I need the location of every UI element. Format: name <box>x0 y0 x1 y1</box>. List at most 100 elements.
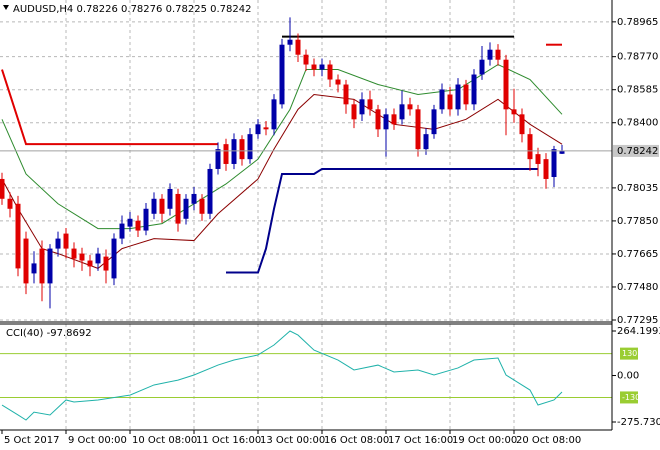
y-tick-label: 0.78965 <box>617 17 658 28</box>
candle-body <box>239 139 245 160</box>
current-price-label: 0.78242 <box>617 146 658 157</box>
candle-body <box>55 238 61 249</box>
candle-body <box>39 248 45 284</box>
candle-body <box>383 114 389 130</box>
cci-pane <box>0 324 612 430</box>
candle-body <box>183 198 189 219</box>
candle-body <box>431 109 437 135</box>
candle-body <box>111 238 117 279</box>
x-tick-label: 13 Oct 00:00 <box>260 435 325 446</box>
x-tick-label: 16 Oct 08:00 <box>324 435 389 446</box>
symbol: AUDUSD,H4 <box>13 4 73 15</box>
candle-body <box>103 256 109 271</box>
high-value: 0.78276 <box>121 4 162 15</box>
candle-body <box>439 89 445 110</box>
candle-body <box>279 44 285 105</box>
y-tick-label: 0.77295 <box>617 315 658 326</box>
candle-body <box>159 198 165 214</box>
price-pane <box>0 0 612 322</box>
candle-body <box>151 198 157 214</box>
candle-body <box>215 149 221 169</box>
candle-body <box>407 104 413 110</box>
level-label-box <box>620 391 638 404</box>
candle-body <box>7 198 13 209</box>
candle-body <box>335 79 341 85</box>
candle-body <box>271 99 277 130</box>
open-value: 0.78226 <box>76 4 117 15</box>
candle-body <box>191 193 197 204</box>
candle-body <box>543 159 549 179</box>
y-tick-label: 264.1993 <box>617 326 660 337</box>
candle-body <box>423 134 429 150</box>
candle-body <box>175 193 181 224</box>
indicator-line <box>1 69 218 146</box>
x-tick-label: 5 Oct 2017 <box>4 435 59 446</box>
candle-body <box>503 59 509 110</box>
candle-body <box>519 114 525 135</box>
candle-body <box>87 260 93 267</box>
candle-body <box>31 263 37 274</box>
candle-body <box>551 149 557 177</box>
x-tick-label: 20 Oct 08:00 <box>516 435 581 446</box>
y-tick-label: 0.77665 <box>617 249 658 260</box>
chart-header: AUDUSD,H4 0.78226 0.78276 0.78225 0.7824… <box>13 4 251 15</box>
candle-body <box>359 99 365 115</box>
x-tick-label: 9 Oct 00:00 <box>68 435 127 446</box>
candle-body <box>63 233 69 249</box>
candle-body <box>295 39 301 55</box>
low-value: 0.78225 <box>166 4 207 15</box>
candle-body <box>487 49 493 60</box>
candle-body <box>119 223 125 239</box>
candle-body <box>471 74 477 105</box>
candle-body <box>0 178 5 199</box>
candle-body <box>447 94 453 110</box>
candle-body <box>327 64 333 80</box>
x-tick-label: 19 Oct 00:00 <box>452 435 517 446</box>
candle-body <box>343 84 349 105</box>
candle-body <box>527 134 533 160</box>
candle-body <box>319 64 325 70</box>
candle-body <box>15 203 21 269</box>
y-tick-label: 0.77480 <box>617 282 658 293</box>
candle-body <box>207 168 213 214</box>
cci-header: CCI(40) -97.8692 <box>6 328 92 339</box>
candle-body <box>223 144 229 164</box>
candle-body <box>303 54 309 65</box>
candle-body <box>199 198 205 214</box>
y-tick-label: 0.78585 <box>617 85 658 96</box>
candle-body <box>143 208 149 231</box>
candle-body <box>495 49 501 60</box>
candle-body <box>167 188 173 209</box>
candle-body <box>559 150 565 154</box>
cci-value: -97.8692 <box>47 328 92 339</box>
candle-body <box>263 127 269 130</box>
y-tick-label: 0.78035 <box>617 183 658 194</box>
cci-title: CCI(40) <box>6 328 44 339</box>
candle-body <box>463 84 469 105</box>
candle-body <box>127 218 133 227</box>
candle-body <box>511 109 517 115</box>
candle-body <box>367 99 373 110</box>
x-tick-label: 10 Oct 08:00 <box>132 435 197 446</box>
current-price-box <box>613 144 659 157</box>
indicator-line <box>1 93 563 269</box>
candle-body <box>23 238 29 284</box>
candle-body <box>135 220 141 231</box>
candle-body <box>479 59 485 75</box>
candle-body <box>255 124 261 135</box>
candle-body <box>455 84 461 110</box>
candle-body <box>47 248 53 284</box>
cci-line <box>1 330 563 421</box>
candle-body <box>95 253 101 264</box>
level-label-box <box>620 347 638 360</box>
menu-arrow <box>3 5 9 10</box>
candle-body <box>535 154 541 164</box>
close-value: 0.78242 <box>210 4 251 15</box>
candle-body <box>375 109 381 130</box>
candle-body <box>391 114 397 125</box>
x-tick-label: 11 Oct 16:00 <box>196 435 261 446</box>
y-tick-label: 0.78400 <box>617 118 658 129</box>
